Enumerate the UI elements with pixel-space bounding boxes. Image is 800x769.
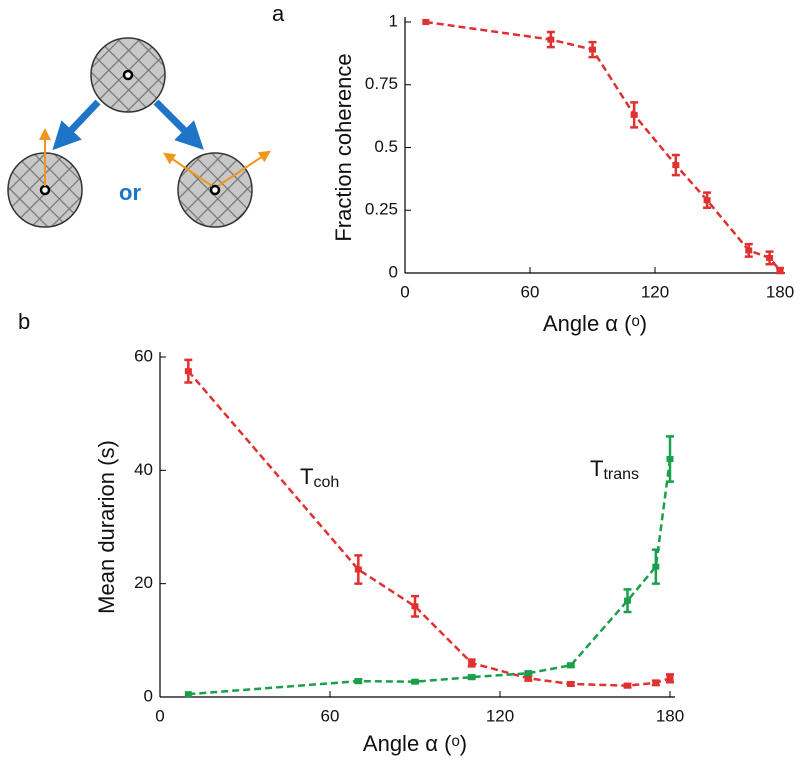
x-tick-label: 180 <box>656 706 684 725</box>
y-tick-label: 0 <box>144 686 153 705</box>
data-point <box>745 247 753 254</box>
series-name: T <box>590 456 603 481</box>
data-point <box>411 678 419 685</box>
data-point <box>703 197 711 204</box>
series-line <box>187 370 671 687</box>
series-subscript: trans <box>603 466 639 483</box>
data-point <box>666 675 674 682</box>
data-point <box>411 603 419 610</box>
or-label: or <box>119 180 141 205</box>
panel-label: b <box>18 309 30 334</box>
data-point <box>468 674 476 681</box>
data-point <box>524 670 532 677</box>
y-tick-label: 0.25 <box>365 200 398 219</box>
x-tick-label: 60 <box>321 706 340 725</box>
data-point <box>672 162 680 169</box>
data-point <box>652 563 660 570</box>
x-tick-label: 60 <box>521 282 540 301</box>
y-tick-label: 60 <box>134 346 153 365</box>
x-tick-label: 120 <box>641 282 669 301</box>
data-point <box>567 662 575 669</box>
y-tick-label: 1 <box>389 11 398 30</box>
series-label: Tcoh <box>300 464 339 491</box>
data-point <box>468 660 476 666</box>
y-axis-label: Fraction coherence <box>331 53 356 241</box>
series-line <box>188 458 672 696</box>
y-tick-label: 0 <box>389 262 398 281</box>
data-point <box>624 682 631 689</box>
y-tick-label: 20 <box>134 573 153 592</box>
data-point <box>354 566 362 573</box>
data-point <box>630 111 638 118</box>
x-tick-label: 0 <box>400 282 409 301</box>
x-tick-label: 0 <box>155 706 164 725</box>
y-tick-label: 0.5 <box>374 137 398 156</box>
data-point <box>666 456 674 462</box>
data-point <box>589 46 596 53</box>
data-point <box>354 678 362 685</box>
series-name: T <box>300 464 313 489</box>
diagram: or <box>7 37 271 228</box>
x-axis-label: Angle α (ᵒ) <box>363 731 467 756</box>
data-point <box>422 19 430 25</box>
data-point <box>624 597 631 604</box>
x-tick-label: 120 <box>486 706 514 725</box>
y-axis-label: Mean durarion (s) <box>94 440 119 614</box>
data-point <box>766 254 774 261</box>
data-point <box>776 267 784 274</box>
series-line <box>425 20 781 272</box>
x-axis-label: Angle α (ᵒ) <box>543 311 647 336</box>
data-point <box>547 36 555 43</box>
x-tick-label: 180 <box>766 282 794 301</box>
data-point <box>524 675 532 682</box>
panel-label: a <box>272 1 285 26</box>
y-tick-label: 0.75 <box>365 74 398 93</box>
data-point <box>567 680 575 687</box>
y-tick-label: 40 <box>134 460 153 479</box>
series-label: Ttrans <box>590 456 639 483</box>
series-subscript: coh <box>313 474 339 491</box>
data-point <box>184 691 192 698</box>
data-point <box>652 679 660 686</box>
data-point <box>184 368 192 375</box>
